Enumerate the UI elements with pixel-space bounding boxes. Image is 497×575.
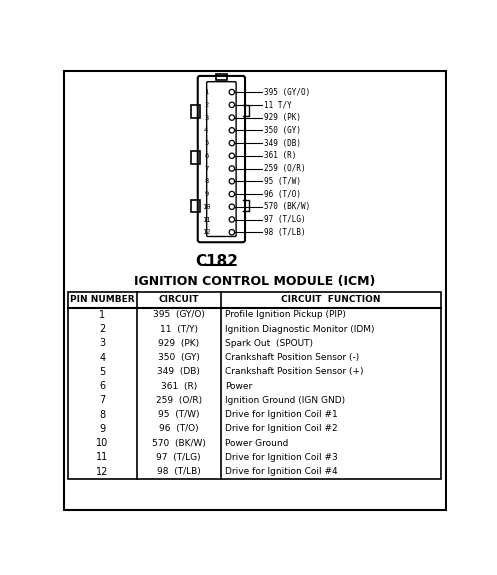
- Text: 1: 1: [204, 89, 208, 95]
- Bar: [191, 151, 200, 164]
- Text: CIRCUIT: CIRCUIT: [159, 296, 199, 305]
- Bar: [68, 308, 441, 478]
- Text: 10: 10: [96, 438, 108, 448]
- Text: 10: 10: [202, 204, 211, 210]
- Text: 9: 9: [204, 191, 208, 197]
- Bar: [191, 200, 200, 212]
- Text: 395 (GY/O): 395 (GY/O): [263, 87, 310, 97]
- Bar: [68, 292, 441, 308]
- Text: 7: 7: [99, 395, 105, 405]
- Text: 5: 5: [99, 367, 105, 377]
- Text: 95  (T/W): 95 (T/W): [158, 410, 199, 419]
- Text: 929  (PK): 929 (PK): [158, 339, 199, 348]
- Text: 98  (T/LB): 98 (T/LB): [157, 467, 201, 476]
- Text: Ignition Ground (IGN GND): Ignition Ground (IGN GND): [225, 396, 345, 405]
- Text: IGNITION CONTROL MODULE (ICM): IGNITION CONTROL MODULE (ICM): [134, 275, 375, 288]
- Text: 570  (BK/W): 570 (BK/W): [152, 439, 206, 447]
- Text: 395  (GY/O): 395 (GY/O): [153, 310, 205, 319]
- Text: 11  (T/Y): 11 (T/Y): [160, 324, 198, 333]
- Text: Profile Ignition Pickup (PIP): Profile Ignition Pickup (PIP): [225, 310, 346, 319]
- Text: Drive for Ignition Coil #2: Drive for Ignition Coil #2: [225, 424, 337, 434]
- Text: 2: 2: [99, 324, 105, 334]
- Text: CIRCUIT  FUNCTION: CIRCUIT FUNCTION: [281, 296, 381, 305]
- Text: 6: 6: [99, 381, 105, 391]
- Text: 3: 3: [99, 338, 105, 348]
- Text: C182: C182: [196, 254, 239, 269]
- Text: 12: 12: [96, 466, 109, 477]
- Text: 350 (GY): 350 (GY): [263, 126, 301, 135]
- Text: 929 (PK): 929 (PK): [263, 113, 301, 122]
- Text: 5: 5: [204, 140, 208, 146]
- Text: 6: 6: [204, 153, 208, 159]
- Text: 96  (T/O): 96 (T/O): [159, 424, 199, 434]
- Text: 361  (R): 361 (R): [161, 382, 197, 390]
- Text: 7: 7: [204, 166, 208, 171]
- Text: 4: 4: [99, 352, 105, 363]
- Text: 350  (GY): 350 (GY): [158, 353, 200, 362]
- Text: Drive for Ignition Coil #3: Drive for Ignition Coil #3: [225, 453, 337, 462]
- Text: 1: 1: [99, 310, 105, 320]
- Text: 3: 3: [204, 114, 208, 121]
- Text: 259  (O/R): 259 (O/R): [156, 396, 202, 405]
- Text: 259 (O/R): 259 (O/R): [263, 164, 305, 173]
- Text: PIN NUMBER: PIN NUMBER: [70, 296, 135, 305]
- Text: Crankshaft Position Sensor (-): Crankshaft Position Sensor (-): [225, 353, 359, 362]
- Text: 8: 8: [204, 178, 208, 184]
- Text: Drive for Ignition Coil #1: Drive for Ignition Coil #1: [225, 410, 337, 419]
- Text: 11: 11: [96, 453, 108, 462]
- Text: Crankshaft Position Sensor (+): Crankshaft Position Sensor (+): [225, 367, 363, 376]
- Text: 11 T/Y: 11 T/Y: [263, 101, 291, 109]
- Text: 96 (T/O): 96 (T/O): [263, 190, 301, 198]
- Text: 570 (BK/W): 570 (BK/W): [263, 202, 310, 211]
- Text: Power: Power: [225, 382, 252, 390]
- Text: 361 (R): 361 (R): [263, 151, 296, 160]
- Text: 95 (T/W): 95 (T/W): [263, 177, 301, 186]
- Bar: [216, 74, 227, 80]
- Bar: [191, 105, 200, 117]
- Text: 349  (DB): 349 (DB): [158, 367, 200, 376]
- Text: Ignition Diagnostic Monitor (IDM): Ignition Diagnostic Monitor (IDM): [225, 324, 374, 333]
- Text: 2: 2: [204, 102, 208, 108]
- Text: 9: 9: [99, 424, 105, 434]
- Text: 8: 8: [99, 409, 105, 420]
- Text: 11: 11: [202, 217, 211, 223]
- Text: 12: 12: [202, 229, 211, 235]
- Text: 4: 4: [204, 127, 208, 133]
- Text: Drive for Ignition Coil #4: Drive for Ignition Coil #4: [225, 467, 337, 476]
- Text: 97  (T/LG): 97 (T/LG): [157, 453, 201, 462]
- Text: 349 (DB): 349 (DB): [263, 139, 301, 148]
- Text: 98 (T/LB): 98 (T/LB): [263, 228, 305, 237]
- Text: Spark Out  (SPOUT): Spark Out (SPOUT): [225, 339, 313, 348]
- Text: 97 (T/LG): 97 (T/LG): [263, 215, 305, 224]
- Text: Power Ground: Power Ground: [225, 439, 288, 447]
